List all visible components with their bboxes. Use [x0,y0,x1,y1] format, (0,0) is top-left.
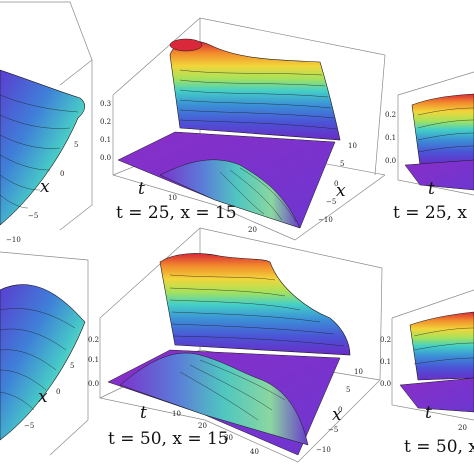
contours-top-center [179,69,338,223]
svg-text:5: 5 [340,160,344,168]
t-axis-label-bottom-center: t [140,403,147,423]
svg-text:0.1: 0.1 [88,356,99,364]
svg-text:5: 5 [74,141,78,149]
svg-text:20: 20 [198,422,207,430]
surface-top-right [411,93,474,166]
contours-bottom-right [413,327,474,365]
svg-text:−10: −10 [316,446,331,454]
surface-wave-top-center [159,159,301,229]
svg-text:0: 0 [334,180,338,188]
svg-text:0.2: 0.2 [385,111,396,119]
svg-text:0.0: 0.0 [385,157,396,165]
surface-bottom-right [409,311,474,381]
svg-text:0.1: 0.1 [380,358,391,366]
svg-text:10: 10 [168,194,177,202]
svg-text:5: 5 [346,386,350,394]
panel-bottom-left: x 5 0 −5 [0,251,89,456]
x-axis-label-bottom-left: x [38,387,48,407]
panel-bottom-right: 0.2 0.1 0.0 20 t t = 50, x = [380,289,474,457]
t-axis-label-top-right: t [428,179,435,199]
svg-text:20: 20 [248,226,257,234]
svg-text:−5: −5 [28,212,38,220]
contours-top-right [417,107,474,153]
x-axis-label-bottom-center: x [332,405,342,425]
svg-text:20: 20 [458,424,467,432]
svg-text:−10: −10 [318,216,333,224]
panel-bottom-center: 0.2 0.1 0.0 10 5 0 −5 −10 40 30 20 10 t … [88,227,383,463]
t-axis-label-bottom-right: t [425,403,432,423]
surface-wave-bottom-center [119,352,309,446]
svg-text:40: 40 [250,448,259,456]
svg-text:10: 10 [348,142,357,150]
svg-text:0.2: 0.2 [100,118,111,126]
x-axis-label-top-left: x [40,177,50,197]
svg-text:0.3: 0.3 [100,100,111,108]
svg-text:0.1: 0.1 [100,136,111,144]
panel-top-right: 0.2 0.1 0.0 t t = 25, x = [385,71,474,223]
surface-wall-top-center [169,40,341,141]
svg-text:0: 0 [338,406,342,414]
panel-top-center: 0.3 0.2 0.1 0.0 10 5 0 −5 −10 20 10 t x … [100,17,386,241]
svg-text:−5: −5 [326,198,336,206]
t-axis-label-top-center: t [138,179,145,199]
panel-top-left: x 5 0 −5 −10 [0,1,93,244]
svg-text:30: 30 [224,434,233,442]
svg-text:5: 5 [70,362,74,370]
svg-text:0: 0 [60,170,64,178]
caption-top-right: t = 25, x = [393,203,474,223]
x-axis-label-top-center: x [336,181,346,201]
svg-text:−10: −10 [6,236,21,244]
surface-bottom-left [0,284,86,441]
contours-bottom-left [0,308,76,411]
svg-text:10: 10 [354,368,363,376]
svg-text:0: 0 [56,388,60,396]
contours-top-left [0,94,79,209]
svg-text:0.2: 0.2 [380,336,391,344]
caption-top-center: t = 25, x = 15 [116,203,237,223]
surface-wall-bottom-center [159,253,351,356]
svg-text:0.0: 0.0 [100,154,111,162]
svg-text:−5: −5 [24,422,34,430]
svg-text:0.0: 0.0 [380,380,391,388]
contours-bottom-center [169,274,345,421]
svg-text:0.2: 0.2 [88,336,99,344]
svg-text:0.1: 0.1 [385,134,396,142]
caption-bottom-right: t = 50, x = [404,437,474,457]
caption-bottom-center: t = 50, x = 15 [108,429,229,449]
svg-text:−5: −5 [328,426,338,434]
svg-text:10: 10 [172,410,181,418]
surface-top-left [0,69,86,226]
svg-text:0.0: 0.0 [88,380,99,388]
